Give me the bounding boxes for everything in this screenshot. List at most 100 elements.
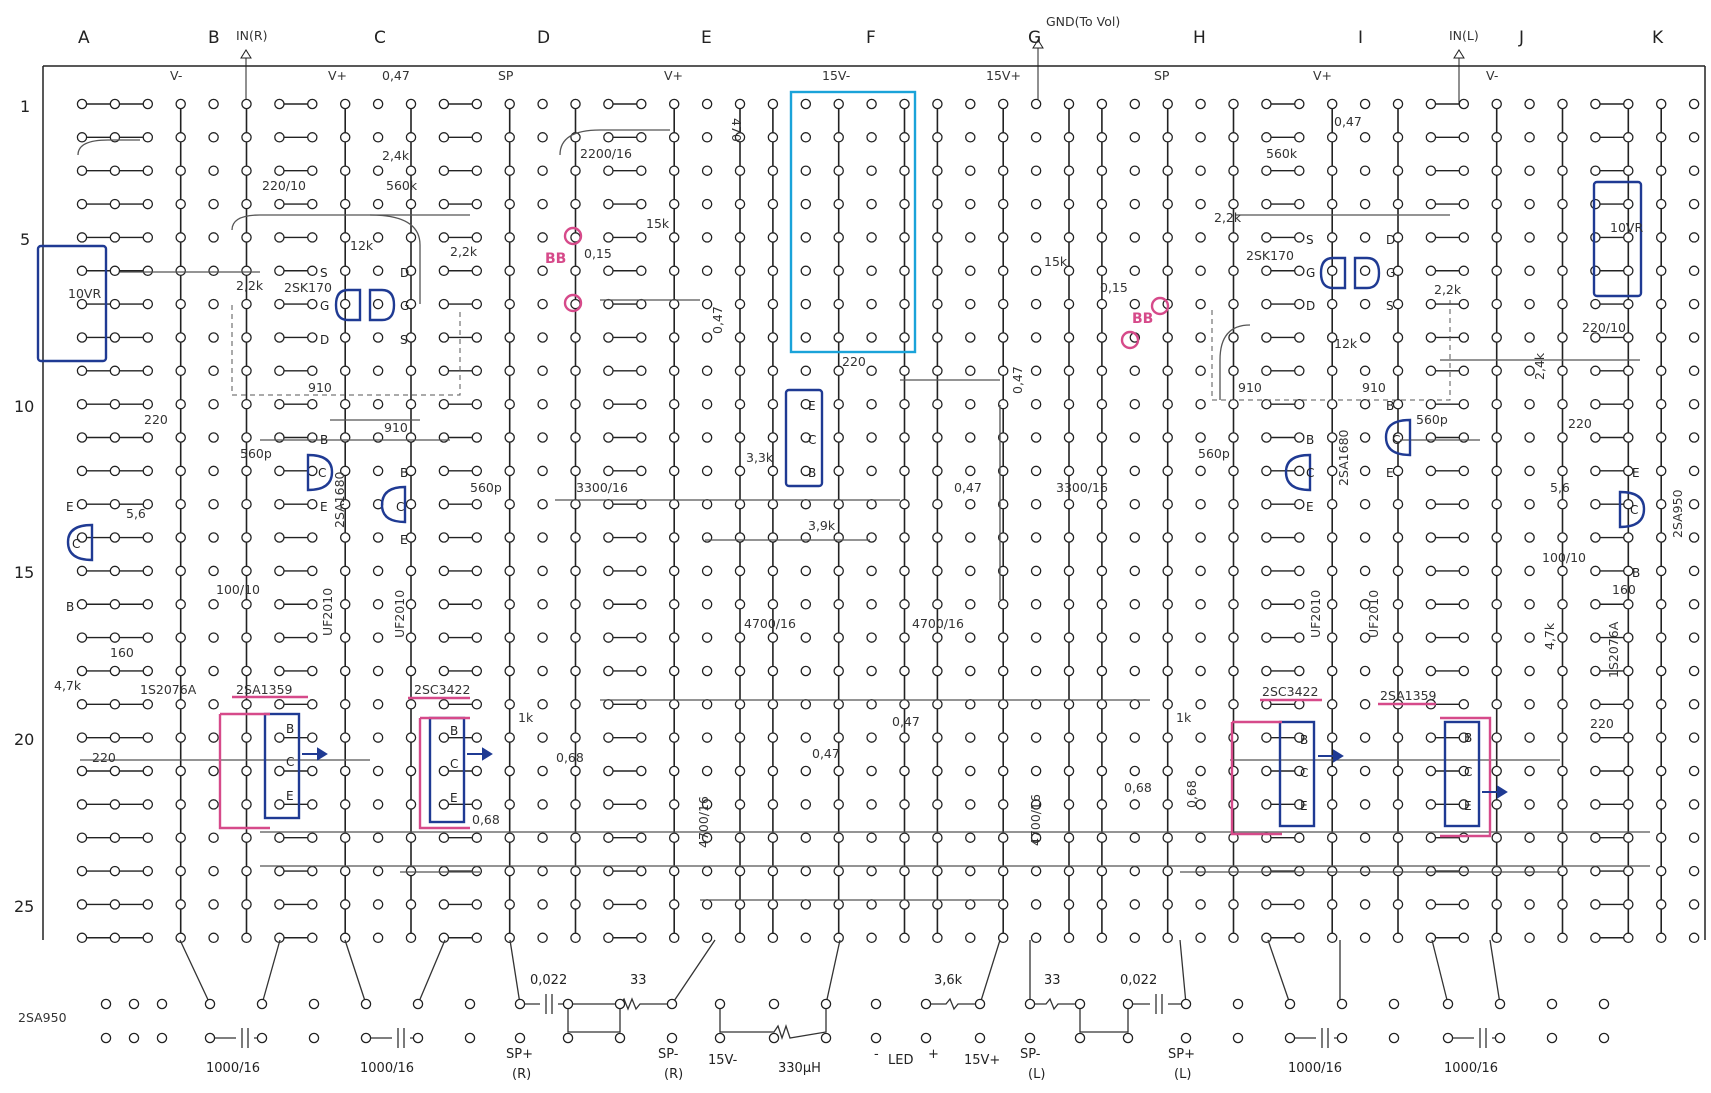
pcb-hole bbox=[1030, 265, 1042, 277]
pcb-hole bbox=[405, 799, 417, 810]
pcb-hole bbox=[734, 498, 746, 510]
pcb-hole bbox=[274, 765, 285, 777]
pcb-hole bbox=[997, 398, 1009, 410]
pcb-hole bbox=[142, 465, 154, 477]
pcb-hole bbox=[1195, 332, 1206, 343]
pcb-hole bbox=[405, 265, 417, 277]
pcb-hole bbox=[1063, 498, 1075, 510]
pcb-hole bbox=[866, 832, 877, 843]
pcb-hole bbox=[1063, 599, 1075, 610]
pcb-hole bbox=[241, 232, 252, 243]
pcb-hole bbox=[405, 298, 417, 310]
pcb-hole bbox=[997, 232, 1009, 243]
pcb-hole bbox=[1129, 432, 1141, 443]
pcb-hole bbox=[866, 732, 877, 743]
pcb-hole bbox=[1326, 699, 1338, 710]
pcb-hole bbox=[1162, 665, 1173, 677]
pcb-hole bbox=[866, 799, 877, 810]
part-label: UF2010 bbox=[320, 588, 335, 636]
pcb-hole bbox=[1162, 365, 1173, 377]
pin-label: C bbox=[1392, 433, 1400, 447]
pcb-hole bbox=[241, 832, 252, 843]
pcb-hole bbox=[1392, 899, 1404, 910]
pcb-hole bbox=[603, 365, 614, 377]
pcb-hole bbox=[701, 265, 713, 277]
pcb-hole bbox=[997, 532, 1009, 543]
pcb-hole bbox=[1294, 765, 1305, 777]
pcb-hole bbox=[339, 132, 351, 143]
pcb-hole bbox=[1623, 632, 1634, 643]
pcb-hole bbox=[668, 265, 680, 277]
pcb-hole bbox=[899, 632, 910, 643]
pcb-hole bbox=[504, 899, 515, 910]
pcb-hole bbox=[307, 699, 318, 710]
pcb-hole bbox=[1096, 132, 1108, 143]
pcb-hole bbox=[1063, 932, 1075, 944]
pcb-hole bbox=[603, 398, 614, 410]
col-label-i: I bbox=[1358, 28, 1363, 48]
pcb-hole bbox=[570, 565, 581, 577]
part-value: 3,9k bbox=[808, 518, 836, 533]
pcb-hole bbox=[208, 565, 219, 577]
pcb-hole bbox=[1162, 198, 1173, 210]
pcb-hole bbox=[701, 232, 713, 243]
pcb-hole bbox=[800, 765, 812, 777]
pcb-hole bbox=[767, 832, 779, 843]
pcb-hole bbox=[636, 832, 647, 843]
pcb-hole bbox=[307, 832, 318, 843]
pcb-hole bbox=[1688, 932, 1700, 944]
pcb-hole bbox=[1326, 132, 1338, 143]
pcb-hole bbox=[405, 165, 417, 176]
pcb-hole bbox=[1162, 732, 1173, 743]
pcb-hole bbox=[866, 899, 877, 910]
pcb-hole bbox=[1623, 465, 1634, 477]
pcb-hole bbox=[372, 165, 384, 176]
pcb-hole bbox=[734, 899, 746, 910]
part-value: 2,2k bbox=[1434, 282, 1462, 297]
pcb-hole bbox=[1261, 332, 1272, 343]
pcb-hole bbox=[1228, 465, 1239, 477]
pcb-hole bbox=[405, 699, 417, 710]
pcb-hole bbox=[307, 432, 318, 443]
pcb-hole bbox=[1326, 298, 1338, 310]
pcb-hole bbox=[1063, 632, 1075, 643]
pcb-hole bbox=[372, 599, 384, 610]
input-right-label: IN(R) bbox=[236, 28, 267, 43]
part-value: 0,15 bbox=[584, 246, 612, 261]
pcb-hole bbox=[1392, 265, 1404, 277]
pcb-hole bbox=[504, 799, 515, 810]
pin-label: C bbox=[1630, 503, 1638, 517]
pin-label: D bbox=[1386, 233, 1395, 247]
pcb-hole bbox=[1688, 565, 1700, 577]
pcb-hole bbox=[1162, 632, 1173, 643]
pcb-hole bbox=[1096, 265, 1108, 277]
pcb-hole bbox=[932, 265, 943, 277]
pcb-hole bbox=[1096, 298, 1108, 310]
trimmer-outline-right bbox=[36, 244, 108, 363]
pcb-hole bbox=[570, 198, 581, 210]
pcb-hole bbox=[76, 365, 88, 377]
pcb-hole bbox=[274, 565, 285, 577]
part-value: 560k bbox=[1266, 146, 1298, 161]
pcb-hole bbox=[1195, 298, 1206, 310]
pcb-hole bbox=[1688, 532, 1700, 543]
pcb-hole bbox=[1623, 665, 1634, 677]
pcb-hole bbox=[274, 398, 285, 410]
pcb-hole bbox=[701, 132, 713, 143]
pcb-hole bbox=[1491, 432, 1502, 443]
pcb-hole bbox=[1129, 165, 1141, 176]
pcb-hole bbox=[405, 765, 417, 777]
pcb-hole bbox=[997, 732, 1009, 743]
pad-hole bbox=[1024, 998, 1036, 1010]
pcb-hole bbox=[438, 498, 450, 510]
pcb-hole bbox=[208, 732, 219, 743]
pad-hole bbox=[1180, 998, 1192, 1010]
pcb-hole bbox=[175, 865, 186, 877]
pcb-hole bbox=[1195, 98, 1206, 110]
pcb-hole bbox=[339, 232, 351, 243]
pcb-hole bbox=[175, 899, 186, 910]
pcb-hole bbox=[1359, 632, 1371, 643]
pcb-hole bbox=[1458, 332, 1470, 343]
pcb-hole bbox=[1195, 232, 1206, 243]
pcb-hole bbox=[208, 365, 219, 377]
